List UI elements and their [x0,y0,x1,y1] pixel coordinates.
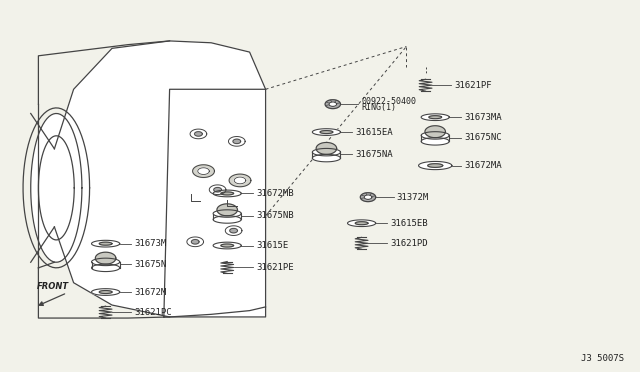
Polygon shape [92,264,120,272]
Text: RING(1): RING(1) [362,103,397,112]
Polygon shape [213,190,241,197]
Polygon shape [421,132,449,139]
Polygon shape [312,129,340,135]
Polygon shape [230,228,237,233]
Polygon shape [213,216,241,223]
Polygon shape [355,222,368,225]
Polygon shape [92,289,120,295]
Polygon shape [225,226,242,235]
Polygon shape [316,142,337,154]
Text: 31675NA: 31675NA [355,150,393,159]
Polygon shape [428,164,443,167]
Polygon shape [209,185,226,195]
Polygon shape [221,192,234,195]
Text: 31675NC: 31675NC [464,133,502,142]
Text: 31675N: 31675N [134,260,166,269]
Polygon shape [233,139,241,144]
Polygon shape [234,177,246,184]
Polygon shape [320,131,333,134]
Polygon shape [198,168,209,174]
Text: 31621PE: 31621PE [256,263,294,272]
Polygon shape [195,132,202,136]
Text: 31621PC: 31621PC [134,308,172,317]
Text: 00922-50400: 00922-50400 [362,97,417,106]
Polygon shape [99,242,112,245]
Polygon shape [429,116,442,119]
Text: 31675NB: 31675NB [256,211,294,220]
Polygon shape [312,148,340,156]
Polygon shape [221,244,234,247]
Text: FRONT: FRONT [37,282,69,291]
Text: 31673M: 31673M [134,239,166,248]
Polygon shape [421,138,449,145]
Polygon shape [228,137,245,146]
Polygon shape [425,126,445,138]
Polygon shape [214,187,221,192]
Text: 31673MA: 31673MA [464,113,502,122]
Polygon shape [217,204,237,216]
Text: 31621PF: 31621PF [454,81,492,90]
Polygon shape [421,114,449,121]
Text: 31615EB: 31615EB [390,219,428,228]
Polygon shape [348,220,376,227]
Polygon shape [419,161,452,170]
Polygon shape [364,195,372,199]
Polygon shape [190,129,207,139]
Polygon shape [329,102,337,106]
Polygon shape [54,41,266,317]
Polygon shape [31,113,82,262]
Polygon shape [38,136,74,240]
Text: 31672M: 31672M [134,288,166,296]
Polygon shape [92,258,120,266]
Polygon shape [213,242,241,249]
Polygon shape [312,154,340,162]
Polygon shape [213,210,241,217]
Text: 31672MB: 31672MB [256,189,294,198]
Polygon shape [187,237,204,247]
Polygon shape [360,193,376,202]
Polygon shape [92,240,120,247]
Polygon shape [191,240,199,244]
Text: 31615EA: 31615EA [355,128,393,137]
Text: J3 5007S: J3 5007S [581,354,624,363]
Text: 31672MA: 31672MA [464,161,502,170]
Polygon shape [229,174,251,187]
Polygon shape [325,100,340,109]
Text: 31621PD: 31621PD [390,239,428,248]
Polygon shape [95,252,116,264]
Polygon shape [193,165,214,177]
Polygon shape [99,291,112,294]
Text: 31372M: 31372M [397,193,429,202]
Text: 31615E: 31615E [256,241,288,250]
Polygon shape [164,89,266,317]
